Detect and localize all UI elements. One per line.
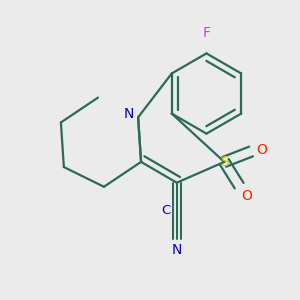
Text: F: F (202, 26, 211, 40)
Text: O: O (256, 143, 267, 157)
Text: O: O (241, 189, 252, 203)
Text: S: S (220, 155, 229, 169)
Text: C: C (162, 204, 171, 218)
Text: N: N (172, 243, 182, 256)
Text: N: N (124, 107, 134, 121)
